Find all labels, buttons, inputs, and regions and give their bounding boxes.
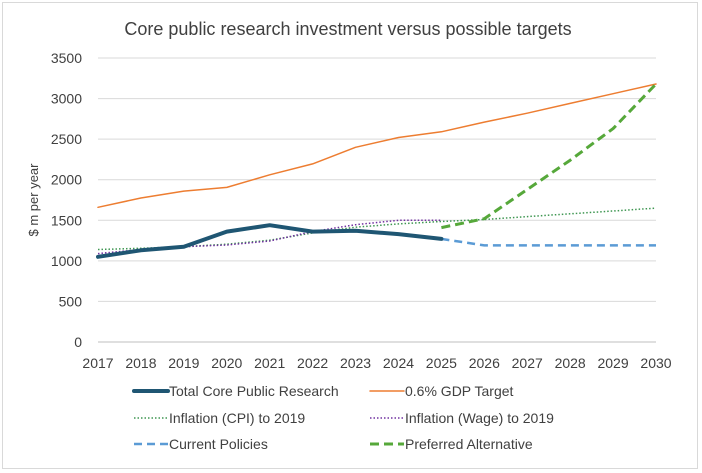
x-tick-label: 2017 xyxy=(82,355,113,371)
legend-item-inflation-wage-to-2019: Inflation (Wage) to 2019 xyxy=(370,410,554,426)
series-line-inflation-cpi-to-2019 xyxy=(97,207,657,251)
legend-label: Preferred Alternative xyxy=(405,436,533,452)
x-tick-label: 2018 xyxy=(125,355,156,371)
gridlines xyxy=(98,57,656,343)
legend-label: Inflation (Wage) to 2019 xyxy=(405,410,554,426)
x-tick-label: 2022 xyxy=(297,355,328,371)
y-tick-label: 3500 xyxy=(51,50,82,66)
legend-label: Current Policies xyxy=(169,436,268,452)
chart-frame xyxy=(2,2,698,469)
series-line-preferred-alternative xyxy=(441,82,658,230)
x-tick-label: 2020 xyxy=(211,355,242,371)
x-axis-ticks: 2017 2018 2019 2020 2021 2022 2023 2024 2025 2026… xyxy=(82,355,671,371)
y-axis-ticks: 0 500 1000 1500 2000 2500 3000 3500 xyxy=(51,50,82,350)
x-tick-label: 2026 xyxy=(469,355,500,371)
legend-item-current-policies: Current Policies xyxy=(134,436,268,452)
legend-item-total-core-public-research: Total Core Public Research xyxy=(132,383,339,399)
y-tick-label: 0 xyxy=(74,334,82,350)
x-tick-label: 2029 xyxy=(597,355,628,371)
y-tick-label: 1500 xyxy=(51,212,82,228)
x-tick-label: 2027 xyxy=(512,355,543,371)
legend-label: Total Core Public Research xyxy=(169,383,339,399)
y-tick-label: 2000 xyxy=(51,172,82,188)
legend-label: 0.6% GDP Target xyxy=(405,383,514,399)
legend-item-0-6-gdp-target: 0.6% GDP Target xyxy=(369,383,514,399)
legend-item-preferred-alternative: Preferred Alternative xyxy=(370,436,533,452)
plot-area xyxy=(96,82,658,259)
series-line-0-6-gdp-target xyxy=(97,83,657,209)
y-tick-label: 1000 xyxy=(51,253,82,269)
y-axis-label: $ m per year xyxy=(26,163,41,237)
legend-label: Inflation (CPI) to 2019 xyxy=(169,410,305,426)
series-line-total-core-public-research xyxy=(96,223,444,259)
x-tick-label: 2019 xyxy=(168,355,199,371)
x-tick-label: 2030 xyxy=(640,355,671,371)
y-tick-label: 500 xyxy=(59,293,83,309)
x-tick-label: 2024 xyxy=(383,355,414,371)
x-tick-label: 2028 xyxy=(555,355,586,371)
legend: Total Core Public Research 0.6% GDP Targe… xyxy=(132,383,554,452)
y-tick-label: 3000 xyxy=(51,91,82,107)
x-tick-label: 2025 xyxy=(426,355,457,371)
y-tick-label: 2500 xyxy=(51,131,82,147)
x-tick-label: 2023 xyxy=(340,355,371,371)
x-tick-label: 2021 xyxy=(254,355,285,371)
legend-item-inflation-cpi-to-2019: Inflation (CPI) to 2019 xyxy=(134,410,305,426)
chart-title: Core public research investment versus p… xyxy=(124,19,571,39)
series-line-current-policies xyxy=(441,237,656,247)
